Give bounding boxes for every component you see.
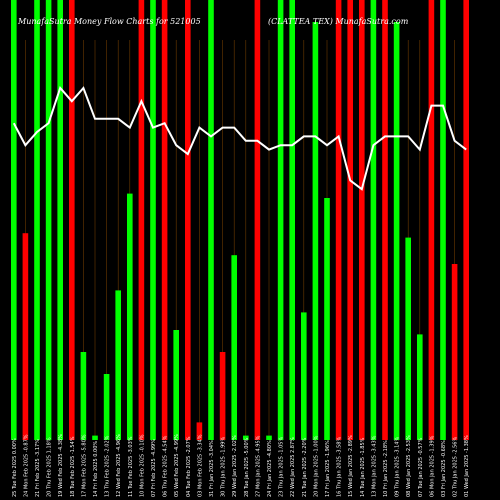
- x-tick-label: 20 Mon Jan 2025 -1.00%: [313, 435, 319, 497]
- x-tick-label: 07 Fri Feb 2025 -4.99%: [151, 439, 157, 497]
- bar: [127, 193, 133, 440]
- x-tick-label: 22 Wed Jan 2025 2.87%: [290, 437, 296, 497]
- money-flow-line: [12, 86, 467, 191]
- bar: [451, 264, 458, 440]
- bar: [359, 0, 365, 440]
- bar: [161, 0, 168, 440]
- x-tick-label: 05 Wed Feb 2025 -4.99%: [174, 434, 180, 497]
- bar: [382, 0, 388, 440]
- chart-title-left: MunafaSutra Money Flow Charts for 521005: [17, 17, 201, 26]
- bar: [80, 352, 87, 440]
- bar: [69, 0, 75, 440]
- bar: [301, 312, 307, 440]
- x-tick-label: 06 Mon Jan 2025 -1.39%: [429, 435, 435, 497]
- bar: [138, 0, 145, 440]
- x-tick-label: 17 Fri Jan 2025 -1.96%: [325, 440, 331, 497]
- bar: [103, 374, 110, 440]
- x-tick-label: 14 Tue Jan 2025 -1.85%: [360, 437, 366, 497]
- x-tick-label: 16 Thu Jan 2025 -3.58%: [337, 437, 343, 497]
- bar: [243, 435, 249, 440]
- x-tick-label: 14 Fri Feb 2025 0.00%: [93, 441, 99, 497]
- bar: [417, 334, 423, 440]
- x-tick-label: 03 Mon Feb 2025 -3.34%: [197, 434, 203, 497]
- x-tick-label: 30 Thu Jan 2025 -1.99%: [221, 437, 227, 497]
- bar: [347, 0, 353, 440]
- money-flow-line-path: [12, 86, 467, 191]
- bar: [463, 0, 469, 440]
- x-tick-label: 23 Thu Jan 2025 -1.05%: [279, 437, 285, 497]
- bar: [393, 22, 400, 440]
- x-tick-label: 06 Thu Feb 2025 -4.54%: [163, 435, 169, 497]
- x-tick-label: 19 Wed Feb 2025 -4.38%: [58, 434, 64, 497]
- x-tick-label: 07 Tue Jan 2025 -0.57%: [418, 437, 424, 497]
- x-tick-label: 24 Mon Feb 2025 -0.87%: [23, 434, 29, 497]
- x-tick-labels: 25 Tue Feb 2025 0.00% 24 Mon Feb 2025 -0.…: [12, 434, 470, 497]
- bar: [208, 0, 214, 440]
- x-tick-label: 09 Thu Jan 2025 -3.14%: [395, 437, 401, 497]
- x-tick-label: 17 Mon Feb 2025 -5.80%: [81, 434, 87, 497]
- x-tick-label: 27 Mon Jan 2025 -4.95%: [255, 435, 261, 497]
- x-tick-label: 10 Mon Feb 2025 -0.10%: [139, 434, 145, 497]
- bar: [34, 0, 40, 440]
- x-tick-label: 31 Fri Jan 2025 -3.04%: [209, 440, 215, 497]
- x-tick-label: 20 Thu Feb 2025 1.18%: [47, 437, 53, 497]
- bar: [115, 290, 121, 440]
- bar: [185, 0, 191, 440]
- bars: [11, 0, 469, 440]
- x-tick-label: 12 Wed Feb 2025 -4.96%: [116, 434, 122, 497]
- bar: [57, 0, 63, 440]
- bar: [231, 255, 237, 440]
- bar: [370, 0, 377, 440]
- x-tick-label: 08 Wed Jan 2025 -2.53%: [406, 435, 412, 497]
- bar: [405, 237, 411, 440]
- x-tick-label: 24 Fri Jan 2025 -4.80%: [267, 440, 273, 497]
- x-tick-label: 04 Tue Feb 2025 -2.07%: [186, 436, 192, 497]
- bar: [150, 0, 156, 440]
- chart-title-right: (CLATTEA TEX) MunafaSutra.com: [268, 17, 409, 26]
- x-tick-label: 29 Wed Jan 2025 -2.02%: [232, 435, 238, 497]
- x-tick-label: 13 Thu Feb 2025 -2.02%: [105, 435, 111, 497]
- x-tick-label: 15 Wed Jan 2025 -2.89%: [348, 435, 354, 497]
- x-tick-label: 25 Tue Feb 2025 0.00%: [12, 438, 18, 497]
- x-tick-label: 21 Tue Jan 2025 -2.20%: [302, 437, 308, 497]
- bar: [266, 435, 272, 440]
- bar: [428, 0, 435, 440]
- bar: [173, 330, 179, 440]
- x-tick-label: 28 Tue Jan 2025 -5.00%: [244, 437, 250, 497]
- x-tick-label: 13 Mon Jan 2025 -3.43%: [371, 435, 377, 497]
- bar: [92, 435, 98, 440]
- bar: [254, 0, 261, 440]
- bar: [219, 352, 226, 440]
- x-tick-label: 01 Wed Jan 2025 -1.38%: [464, 435, 470, 497]
- bar: [277, 0, 284, 440]
- bar: [11, 0, 17, 440]
- x-tick-label: 03 Fri Jan 2025 -0.68%: [441, 440, 447, 497]
- bar: [289, 0, 295, 440]
- bar: [335, 0, 342, 440]
- x-tick-label: 10 Fri Jan 2025 -2.18%: [383, 440, 389, 497]
- bar: [324, 198, 330, 440]
- bar: [45, 0, 52, 440]
- x-tick-label: 11 Tue Feb 2025 -3.03%: [128, 436, 134, 497]
- bar: [440, 0, 446, 440]
- bar: [22, 233, 29, 440]
- x-tick-label: 18 Tue Feb 2025 -1.54%: [70, 436, 76, 497]
- x-tick-label: 21 Fri Feb 2025 -3.17%: [35, 439, 41, 497]
- x-tick-label: 02 Thu Jan 2025 -2.56%: [453, 437, 459, 497]
- bar: [196, 422, 203, 440]
- bar: [312, 22, 319, 440]
